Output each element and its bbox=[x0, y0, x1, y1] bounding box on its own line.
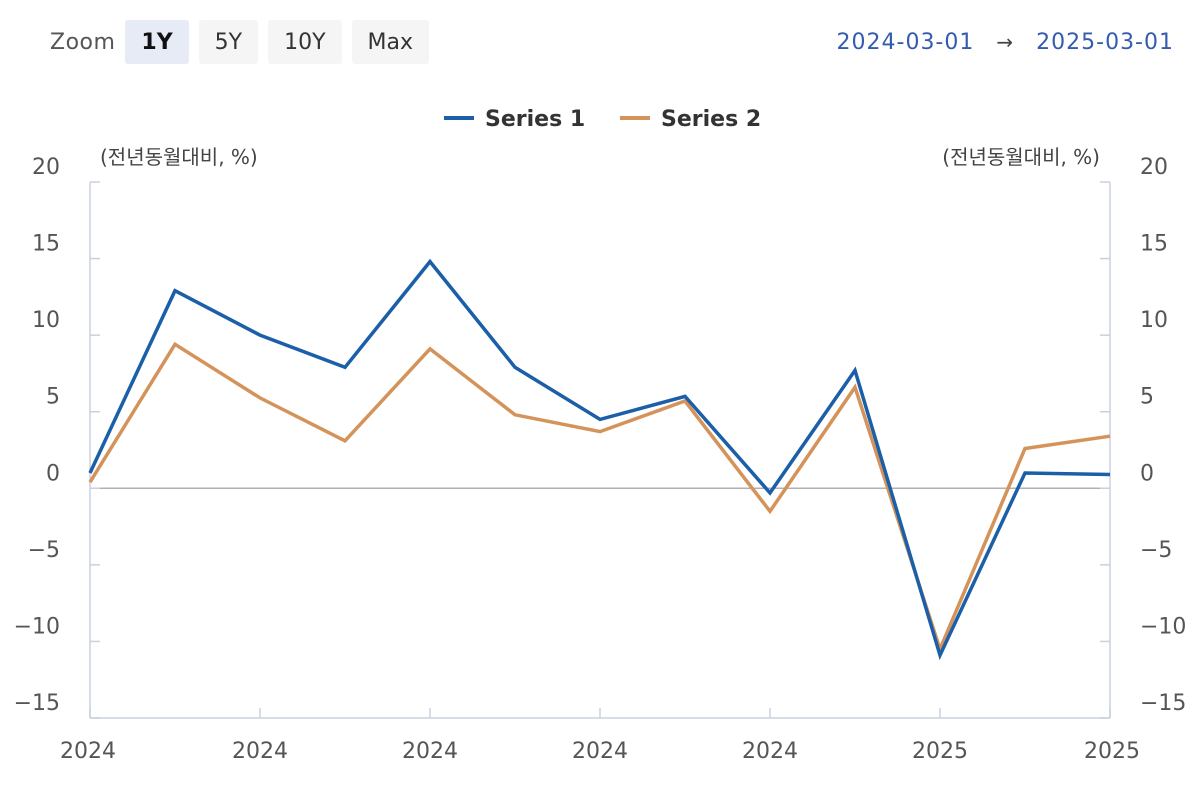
left-y-tick-label: 10 bbox=[32, 308, 60, 333]
x-tick-label: 2024 bbox=[742, 739, 798, 764]
series-line-1 bbox=[88, 258, 1111, 661]
zoom-bar: Zoom 1Y 5Y 10Y Max bbox=[50, 20, 439, 64]
range-arrow-icon: → bbox=[996, 30, 1015, 54]
right-y-tick-label: 15 bbox=[1140, 232, 1168, 257]
zoom-label: Zoom bbox=[50, 29, 116, 55]
left-y-tick-label: 20 bbox=[32, 155, 60, 180]
right-y-tick-label: 5 bbox=[1140, 385, 1154, 410]
date-range: 2024-03-01 → 2025-03-01 bbox=[837, 22, 1174, 62]
right-y-tick-label: 10 bbox=[1140, 308, 1168, 333]
left-y-tick-label: 5 bbox=[46, 385, 60, 410]
zoom-5y-button[interactable]: 5Y bbox=[198, 20, 259, 64]
left-y-tick-label: −10 bbox=[14, 614, 60, 639]
series-line-2 bbox=[88, 341, 1111, 655]
legend-label-1: Series 1 bbox=[485, 107, 585, 132]
right-y-tick-label: −5 bbox=[1140, 538, 1172, 563]
left-y-tick-label: 15 bbox=[32, 232, 60, 257]
right-y-tick-label: 0 bbox=[1140, 461, 1154, 486]
x-tick-label: 2024 bbox=[60, 739, 116, 764]
right-y-tick-label: 20 bbox=[1140, 155, 1168, 180]
x-tick-label: 2024 bbox=[232, 739, 288, 764]
right-y-tick-label: −10 bbox=[1140, 614, 1186, 639]
x-tick-label: 2025 bbox=[912, 739, 968, 764]
x-tick-label: 2024 bbox=[402, 739, 458, 764]
x-tick-label: 2025 bbox=[1084, 739, 1140, 764]
left-y-tick-label: 0 bbox=[46, 461, 60, 486]
left-y-tick-label: −5 bbox=[28, 538, 60, 563]
right-axis-unit: (전년동월대비, %) bbox=[942, 145, 1100, 169]
right-y-tick-label: −15 bbox=[1140, 691, 1186, 716]
left-y-tick-label: −15 bbox=[14, 691, 60, 716]
legend-label-2: Series 2 bbox=[661, 107, 761, 132]
left-axis-unit: (전년동월대비, %) bbox=[100, 145, 258, 169]
zoom-max-button[interactable]: Max bbox=[351, 20, 430, 64]
range-to-date[interactable]: 2025-03-01 bbox=[1036, 29, 1174, 55]
zoom-1y-button[interactable]: 1Y bbox=[125, 20, 189, 64]
zoom-10y-button[interactable]: 10Y bbox=[268, 20, 342, 64]
x-tick-label: 2024 bbox=[572, 739, 628, 764]
range-from-date[interactable]: 2024-03-01 bbox=[836, 29, 975, 55]
